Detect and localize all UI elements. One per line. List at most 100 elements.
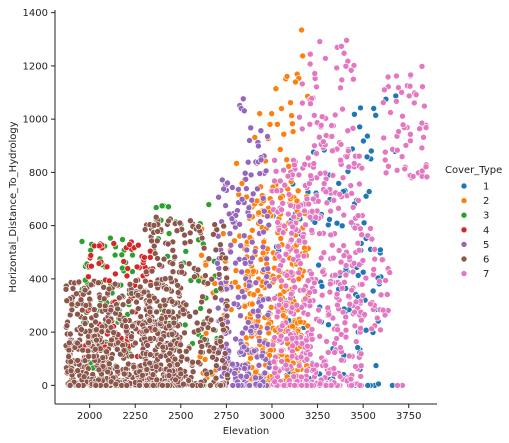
data-point-cover-type-2 <box>231 237 238 245</box>
data-point-cover-type-6 <box>186 229 194 237</box>
data-point-cover-type-6 <box>136 283 144 291</box>
data-point-cover-type-7 <box>355 247 363 254</box>
data-point-cover-type-7 <box>370 266 378 273</box>
data-point-cover-type-6 <box>82 302 90 309</box>
data-point-cover-type-7 <box>410 99 418 107</box>
data-point-cover-type-7 <box>329 172 337 179</box>
data-point-cover-type-5 <box>245 318 252 326</box>
data-point-cover-type-6 <box>189 382 196 389</box>
data-point-cover-type-7 <box>307 172 315 179</box>
data-point-cover-type-6 <box>207 382 214 389</box>
data-point-cover-type-5 <box>240 343 248 351</box>
data-point-cover-type-5 <box>247 124 254 132</box>
data-point-cover-type-5 <box>238 288 246 295</box>
data-point-cover-type-6 <box>189 358 196 366</box>
data-point-cover-type-6 <box>150 242 158 250</box>
data-point-cover-type-2 <box>254 287 262 294</box>
data-point-cover-type-6 <box>135 305 142 312</box>
data-point-cover-type-4 <box>96 242 103 250</box>
data-point-cover-type-2 <box>250 267 257 275</box>
data-point-cover-type-7 <box>333 290 341 298</box>
data-point-cover-type-7 <box>325 369 332 377</box>
data-point-cover-type-2 <box>287 99 294 106</box>
data-point-cover-type-7 <box>367 300 374 308</box>
data-point-cover-type-2 <box>268 110 276 117</box>
data-point-cover-type-5 <box>264 212 271 220</box>
data-point-cover-type-6 <box>219 357 226 364</box>
data-point-cover-type-6 <box>153 280 160 288</box>
data-point-cover-type-6 <box>217 241 224 248</box>
data-point-cover-type-5 <box>259 243 267 251</box>
data-point-cover-type-6 <box>164 240 172 248</box>
data-point-cover-type-6 <box>93 326 100 334</box>
data-point-cover-type-7 <box>381 86 388 94</box>
data-point-cover-type-6 <box>212 246 220 254</box>
data-point-cover-type-5 <box>262 167 270 175</box>
data-point-cover-type-7 <box>288 352 296 360</box>
data-point-cover-type-6 <box>129 322 136 330</box>
data-point-cover-type-7 <box>304 342 311 350</box>
data-point-cover-type-7 <box>302 221 309 229</box>
data-points <box>62 26 431 389</box>
data-point-cover-type-6 <box>123 382 131 389</box>
data-point-cover-type-7 <box>347 182 355 189</box>
data-point-cover-type-4 <box>135 241 142 249</box>
data-point-cover-type-7 <box>423 173 431 181</box>
data-point-cover-type-7 <box>278 358 285 365</box>
data-point-cover-type-2 <box>266 351 273 359</box>
data-point-cover-type-5 <box>237 242 244 249</box>
data-point-cover-type-2 <box>292 78 299 86</box>
data-point-cover-type-7 <box>381 148 389 156</box>
data-point-cover-type-7 <box>420 134 427 141</box>
data-point-cover-type-6 <box>191 273 198 281</box>
data-point-cover-type-7 <box>345 147 352 155</box>
data-point-cover-type-6 <box>113 363 121 371</box>
data-point-cover-type-6 <box>137 313 144 320</box>
data-point-cover-type-7 <box>418 63 426 70</box>
data-point-cover-type-7 <box>295 269 303 277</box>
data-point-cover-type-3 <box>182 248 190 255</box>
data-point-cover-type-7 <box>349 204 357 211</box>
data-point-cover-type-7 <box>313 150 320 157</box>
data-point-cover-type-6 <box>92 382 100 389</box>
data-point-cover-type-7 <box>316 317 323 325</box>
data-point-cover-type-6 <box>199 293 206 301</box>
data-point-cover-type-7 <box>341 319 349 327</box>
x-tick-label: 2250 <box>123 411 148 422</box>
data-point-cover-type-7 <box>306 351 314 358</box>
data-point-cover-type-7 <box>281 181 289 189</box>
data-point-cover-type-5 <box>228 215 236 222</box>
data-point-cover-type-6 <box>152 363 160 370</box>
data-point-cover-type-7 <box>326 288 334 296</box>
data-point-cover-type-6 <box>153 308 160 316</box>
data-point-cover-type-6 <box>186 313 193 320</box>
y-axis-label: Horizontal_Distance_To_Hydrology <box>8 121 19 292</box>
data-point-cover-type-7 <box>278 206 285 213</box>
data-point-cover-type-7 <box>312 214 320 221</box>
data-point-cover-type-7 <box>299 99 306 107</box>
data-point-cover-type-6 <box>181 329 188 337</box>
data-point-cover-type-3 <box>78 238 86 245</box>
data-point-cover-type-6 <box>151 294 158 302</box>
data-point-cover-type-2 <box>289 322 296 330</box>
data-point-cover-type-7 <box>308 227 316 234</box>
data-point-cover-type-6 <box>154 255 161 262</box>
data-point-cover-type-7 <box>382 277 389 284</box>
data-point-cover-type-5 <box>252 374 259 382</box>
data-point-cover-type-3 <box>129 268 136 275</box>
data-point-cover-type-7 <box>355 152 363 160</box>
data-point-cover-type-2 <box>232 278 239 286</box>
data-point-cover-type-7 <box>271 157 278 164</box>
data-point-cover-type-5 <box>256 382 264 389</box>
data-point-cover-type-7 <box>342 271 350 279</box>
data-point-cover-type-5 <box>261 369 269 377</box>
data-point-cover-type-1 <box>356 123 364 131</box>
data-point-cover-type-6 <box>114 346 121 353</box>
data-point-cover-type-5 <box>259 195 267 202</box>
data-point-cover-type-2 <box>283 73 291 80</box>
data-point-cover-type-2 <box>252 368 259 376</box>
legend-marker-7 <box>460 270 468 277</box>
data-point-cover-type-7 <box>280 382 288 389</box>
data-point-cover-type-7 <box>285 191 293 198</box>
data-point-cover-type-6 <box>74 367 81 374</box>
